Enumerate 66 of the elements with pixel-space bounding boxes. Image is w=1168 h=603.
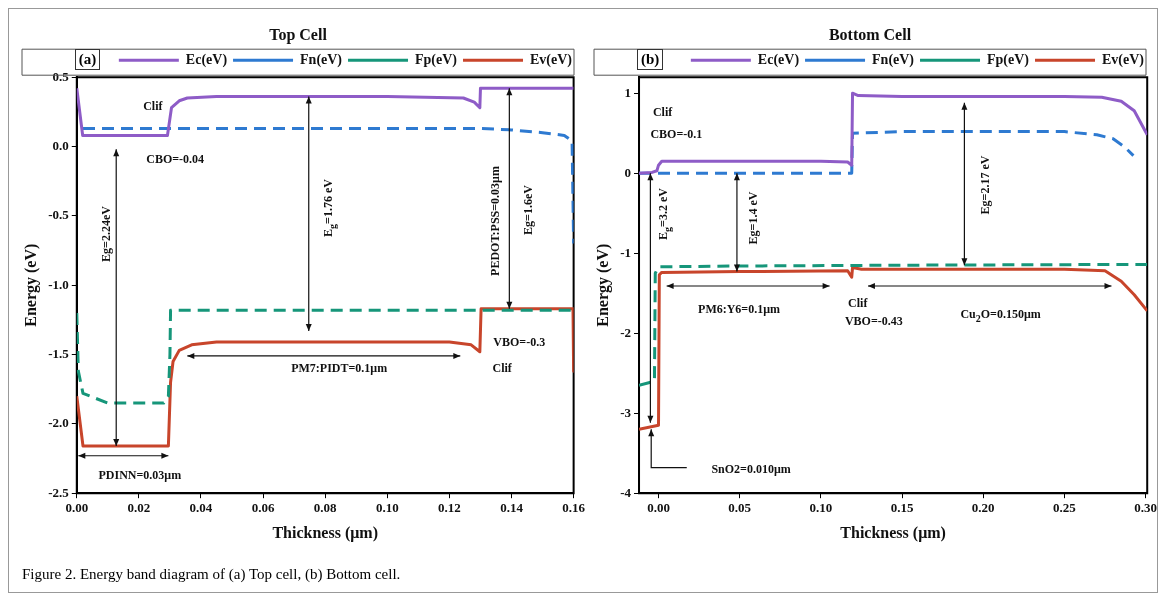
y-axis-title: Energy (eV)	[593, 243, 612, 327]
chart-title: Top Cell	[269, 25, 328, 44]
caption: Figure 2. Energy band diagram of (a) Top cell, (b) Bottom cell.	[22, 566, 401, 583]
x-tick-label: 0.16	[562, 500, 586, 516]
y-tick-label: -3	[620, 404, 632, 420]
annotation: Eg=2.17 eV	[977, 155, 992, 215]
y-tick-label: -2.5	[48, 484, 70, 500]
annotation: Clif	[848, 295, 868, 310]
legend-label: Fn(eV)	[872, 51, 915, 68]
legend-label: Fp(eV)	[415, 51, 458, 68]
y-tick-label: 0	[624, 164, 632, 180]
annotation: CBO=-0.04	[146, 152, 205, 166]
y-tick-label: 0.0	[52, 137, 69, 153]
annotation: Eg=1.4 eV	[745, 191, 760, 245]
annotation: Eg=2.24eV	[98, 205, 113, 262]
annotation: Cu$_{2}$O=0.150μm	[960, 307, 1041, 325]
annotation: VBO=-0.3	[493, 335, 546, 350]
annotation: Eg=1.6eV	[521, 185, 536, 236]
x-axis-title: Thickness (μm)	[272, 523, 378, 542]
text: (a)	[74, 49, 101, 70]
y-tick-label: -1	[620, 244, 632, 260]
x-tick-label: 0.10	[809, 500, 833, 516]
text: (b)	[637, 49, 664, 70]
x-axis-title: Thickness (μm)	[840, 523, 946, 542]
annotation: PEDOT:PSS=0.03μm	[487, 166, 502, 277]
x-tick-label: 0.14	[500, 500, 524, 516]
x-tick-label: 0.08	[313, 500, 338, 516]
x-tick-label: 0.00	[647, 500, 670, 516]
y-tick-label: -2.0	[48, 415, 69, 431]
x-tick-label: 0.12	[438, 500, 461, 516]
annotation: PM6:Y6=0.1μm	[698, 302, 781, 317]
x-tick-label: 0.20	[971, 500, 995, 516]
y-tick-label: -1.0	[48, 276, 69, 292]
legend-label: Ev(eV)	[530, 51, 573, 68]
y-axis-title: Energy (eV)	[21, 243, 40, 327]
x-tick-label: 0.10	[375, 500, 399, 516]
line-series	[76, 308, 574, 405]
x-tick-label: 0.30	[1134, 500, 1157, 516]
y-tick-label: -0.5	[48, 207, 70, 223]
y-tick-label: -1.5	[48, 345, 70, 361]
legend-label: Fp(eV)	[987, 51, 1030, 68]
annotation: Clif	[652, 104, 673, 119]
legend-label: Ev(eV)	[1102, 51, 1145, 68]
annotation: PM7:PIDT=0.1μm	[291, 361, 388, 376]
y-tick-label: 1	[624, 84, 632, 100]
y-tick-label: 0.5	[52, 68, 70, 84]
y-tick-label: -2	[620, 324, 632, 340]
x-tick-label: 0.15	[890, 500, 914, 516]
x-tick-label: 0.06	[251, 500, 275, 516]
legend-label: Ec(eV)	[757, 51, 800, 68]
annotation: Clif	[492, 361, 512, 376]
x-tick-label: 0.05	[728, 500, 752, 516]
y-tick-label: -4	[620, 484, 632, 500]
x-tick-label: 0.04	[189, 500, 213, 516]
line-series	[639, 262, 1148, 387]
legend-label: Ec(eV)	[185, 51, 228, 68]
x-tick-label: 0.00	[65, 500, 89, 516]
chart-title: Bottom Cell	[828, 25, 912, 43]
annotation: CBO=-0.1	[650, 127, 703, 141]
annotation: SnO2=0.010μm	[711, 462, 791, 477]
annotation: PDINN=0.03μm	[98, 468, 182, 483]
annotation: Clif	[143, 99, 163, 114]
annotation: VBO=-0.43	[844, 314, 903, 329]
x-tick-label: 0.25	[1053, 500, 1077, 516]
legend-label: Fn(eV)	[300, 51, 343, 68]
x-tick-label: 0.02	[127, 500, 151, 516]
